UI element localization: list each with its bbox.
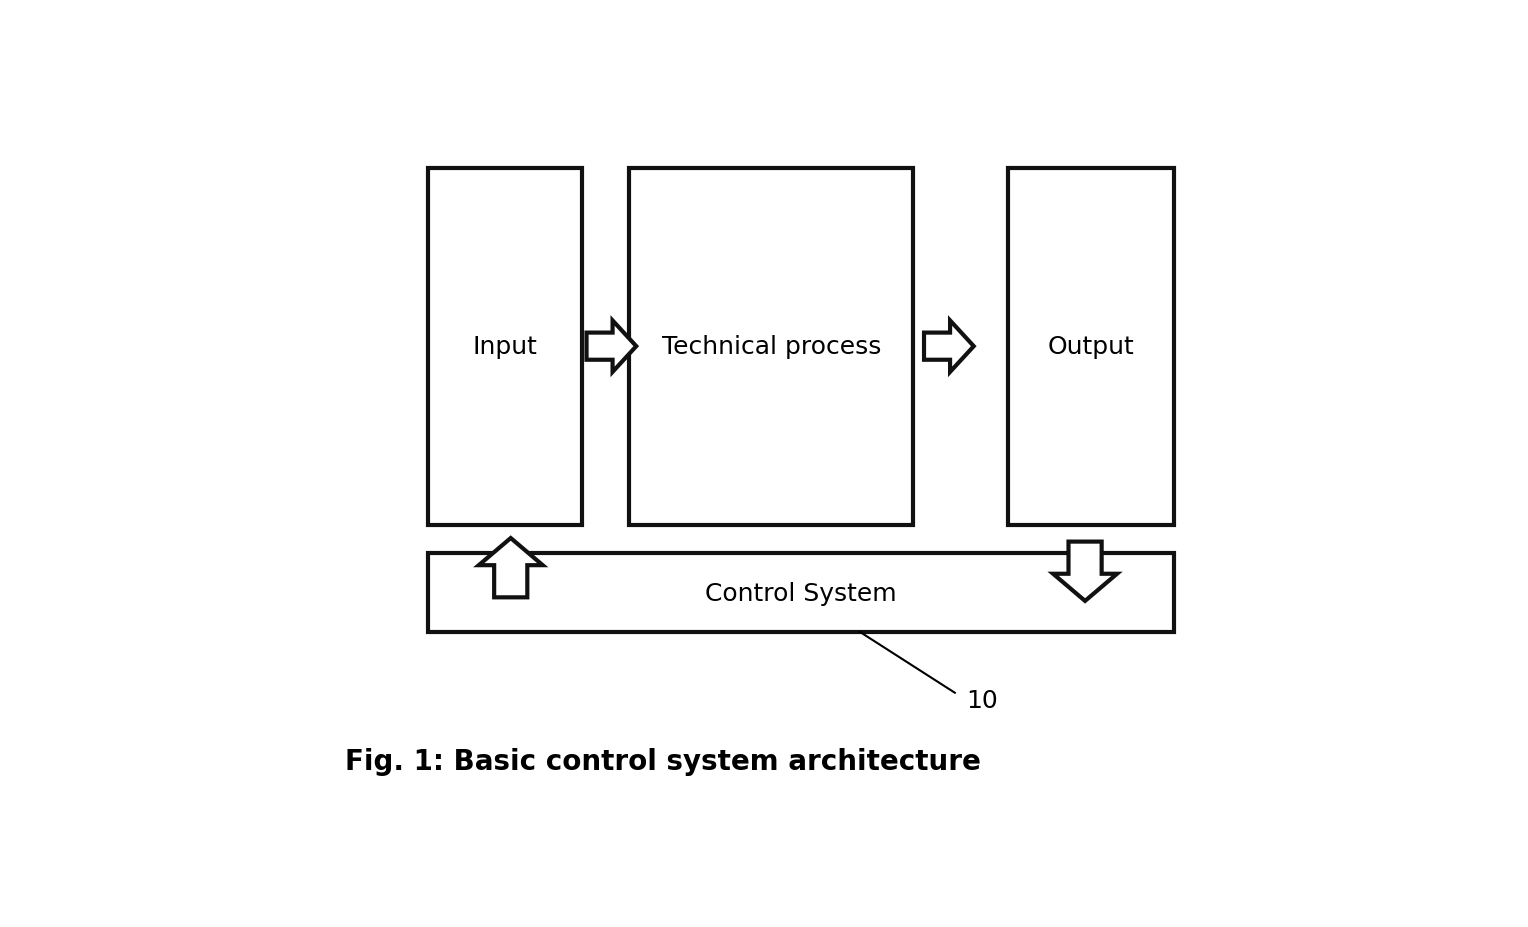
Text: Control System: Control System [704,581,897,605]
Polygon shape [924,321,973,373]
Text: Fig. 1: Basic control system architecture: Fig. 1: Basic control system architectur… [345,747,981,775]
Polygon shape [587,321,636,373]
Polygon shape [478,539,542,598]
Bar [428,553,1174,632]
Bar [1008,169,1174,526]
Text: Input: Input [472,335,538,359]
Bar [428,169,582,526]
Bar [630,169,914,526]
Polygon shape [1053,542,1117,602]
Text: Technical process: Technical process [662,335,882,359]
Text: 10: 10 [967,688,998,712]
Text: Output: Output [1048,335,1134,359]
